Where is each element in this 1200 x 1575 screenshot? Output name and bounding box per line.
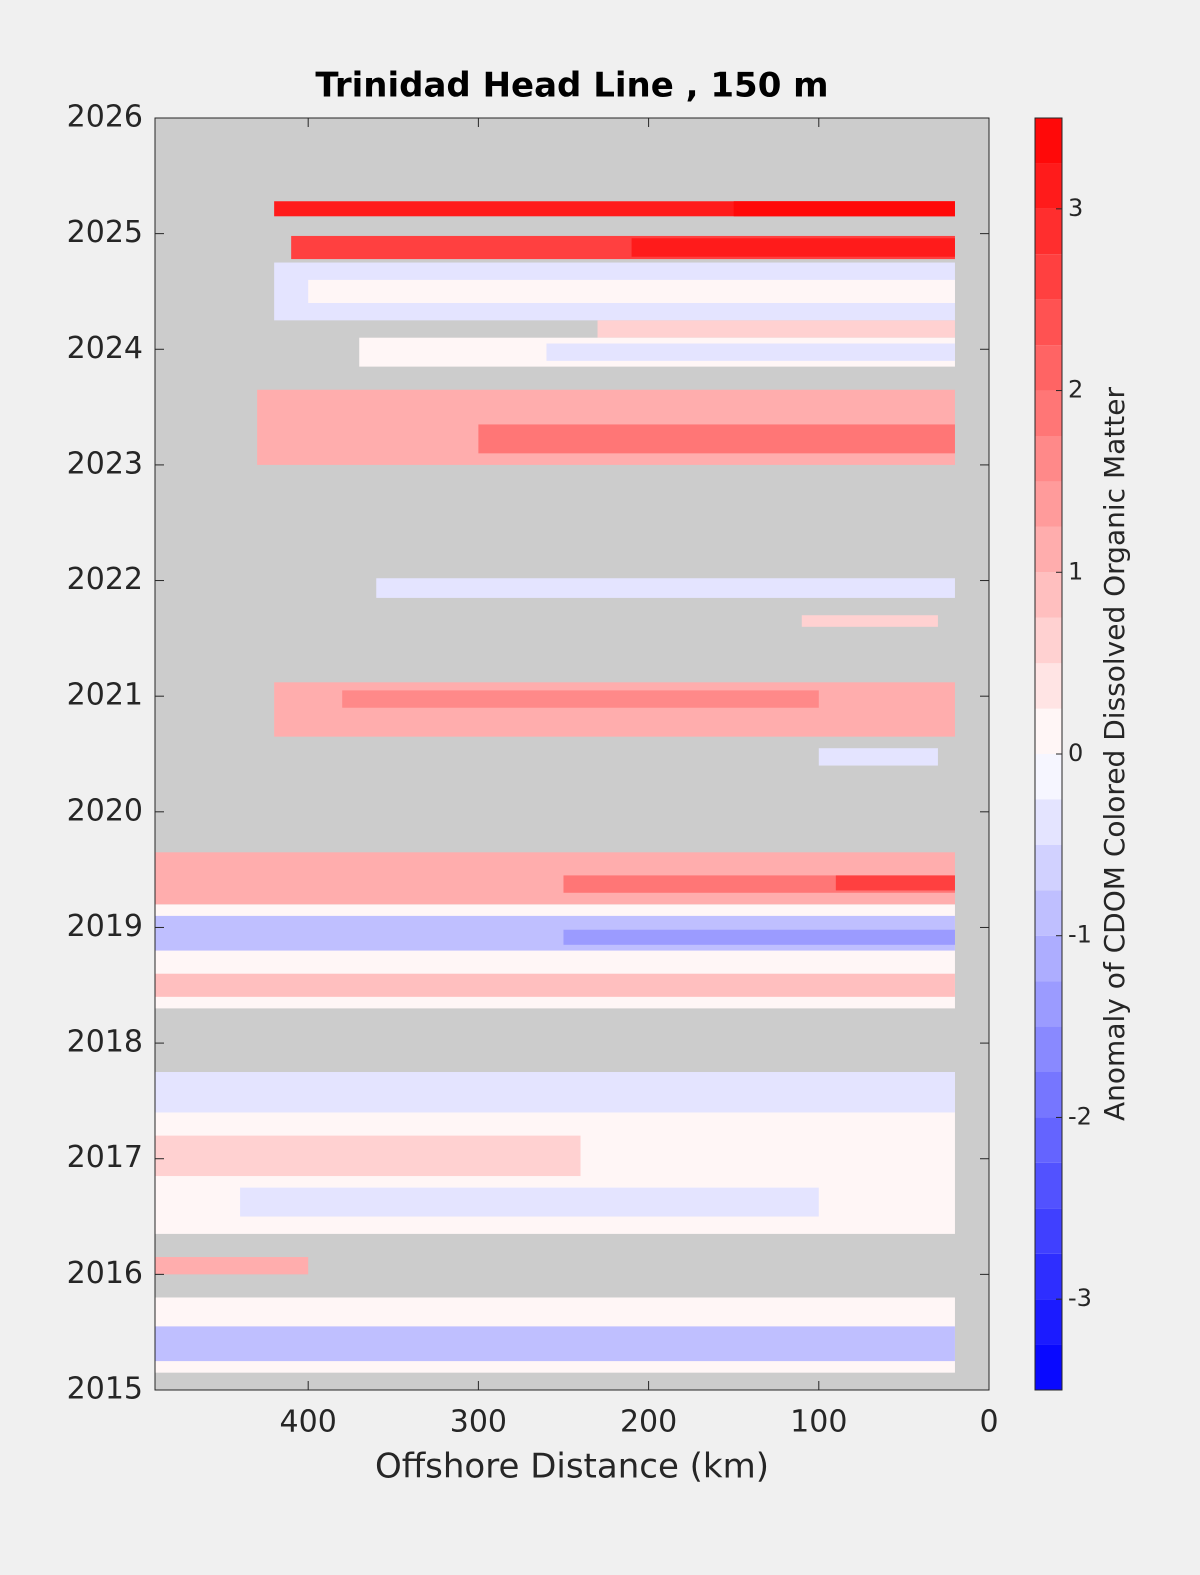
colorbar-segment bbox=[1035, 1162, 1062, 1209]
colorbar-segment bbox=[1035, 345, 1062, 391]
colorbar-segment bbox=[1035, 118, 1062, 164]
x-axis-label: Offshore Distance (km) bbox=[375, 1447, 769, 1487]
colorbar-segment bbox=[1035, 935, 1062, 982]
contour-band bbox=[563, 929, 955, 945]
colorbar-label: Anomaly of CDOM Colored Dissolved Organi… bbox=[1098, 387, 1131, 1121]
colorbar-segment bbox=[1035, 1253, 1062, 1300]
colorbar-segment bbox=[1035, 254, 1062, 300]
contour-band bbox=[155, 1257, 309, 1275]
colorbar-segment bbox=[1035, 663, 1062, 709]
contour-band bbox=[733, 201, 955, 217]
y-tick-label: 2025 bbox=[67, 215, 143, 250]
colorbar-segment bbox=[1035, 526, 1062, 573]
y-tick-label: 2022 bbox=[67, 562, 143, 597]
contour-band bbox=[155, 1326, 955, 1362]
colorbar-segment bbox=[1035, 208, 1062, 255]
colorbar-segment bbox=[1035, 299, 1062, 346]
y-tick-label: 2024 bbox=[67, 331, 143, 366]
contour-band bbox=[631, 238, 955, 257]
chart-title: Trinidad Head Line , 150 m bbox=[315, 66, 828, 106]
colorbar-segment bbox=[1035, 890, 1062, 936]
contour-band bbox=[478, 424, 955, 454]
colorbar-segment bbox=[1035, 1026, 1062, 1072]
contour-band bbox=[342, 690, 819, 708]
colorbar-tick-label: 2 bbox=[1068, 376, 1083, 404]
contour-band bbox=[546, 343, 955, 361]
colorbar-segment bbox=[1035, 163, 1062, 209]
contour-band bbox=[801, 615, 938, 627]
x-tick-label: 400 bbox=[280, 1405, 337, 1440]
colorbar-tick-label: -3 bbox=[1068, 1284, 1092, 1312]
colorbar-segment bbox=[1035, 1344, 1062, 1390]
contour-band bbox=[597, 320, 955, 338]
x-tick-label: 200 bbox=[620, 1405, 677, 1440]
colorbar-segment bbox=[1035, 436, 1062, 482]
colorbar-segment bbox=[1035, 572, 1062, 618]
colorbar-segment bbox=[1035, 754, 1062, 800]
plot-frame bbox=[154, 117, 990, 1391]
y-tick-label: 2019 bbox=[67, 909, 143, 944]
colorbar-tick-label: 0 bbox=[1068, 739, 1083, 767]
colorbar-segment bbox=[1035, 390, 1062, 436]
contour-band bbox=[818, 748, 938, 766]
x-tick-label: 100 bbox=[790, 1405, 847, 1440]
colorbar-segment bbox=[1035, 481, 1062, 527]
colorbar-tick-label: -2 bbox=[1068, 1102, 1092, 1130]
contour-band bbox=[155, 1135, 581, 1177]
colorbar-tick-label: 3 bbox=[1068, 194, 1083, 222]
colorbar-segment bbox=[1035, 1208, 1062, 1254]
contour-band bbox=[835, 875, 955, 891]
contour-band bbox=[155, 1072, 955, 1113]
y-tick-label: 2018 bbox=[67, 1025, 143, 1060]
contour-band bbox=[240, 1187, 819, 1217]
colorbar-segment bbox=[1035, 1299, 1062, 1345]
colorbar-segment bbox=[1035, 708, 1062, 754]
y-tick-label: 2023 bbox=[67, 446, 143, 481]
colorbar-segment bbox=[1035, 844, 1062, 891]
y-tick-label: 2017 bbox=[67, 1140, 143, 1175]
y-tick-label: 2015 bbox=[67, 1372, 143, 1407]
y-tick-label: 2021 bbox=[67, 678, 143, 713]
y-tick-label: 2016 bbox=[67, 1256, 143, 1291]
colorbar-segment bbox=[1035, 1072, 1062, 1118]
x-tick-label: 300 bbox=[450, 1405, 507, 1440]
x-tick-label: 0 bbox=[979, 1405, 998, 1440]
contour-band bbox=[308, 279, 955, 304]
contour-band bbox=[155, 973, 955, 997]
y-tick-label: 2026 bbox=[67, 100, 143, 135]
colorbar-tick-label: 1 bbox=[1068, 557, 1083, 585]
colorbar-segment bbox=[1035, 1117, 1062, 1163]
colorbar-segment bbox=[1035, 799, 1062, 845]
colorbar-tick-label: -1 bbox=[1068, 921, 1092, 949]
contour-band bbox=[376, 578, 955, 598]
colorbar-segment bbox=[1035, 981, 1062, 1027]
colorbar-segment bbox=[1035, 617, 1062, 664]
y-tick-label: 2020 bbox=[67, 793, 143, 828]
